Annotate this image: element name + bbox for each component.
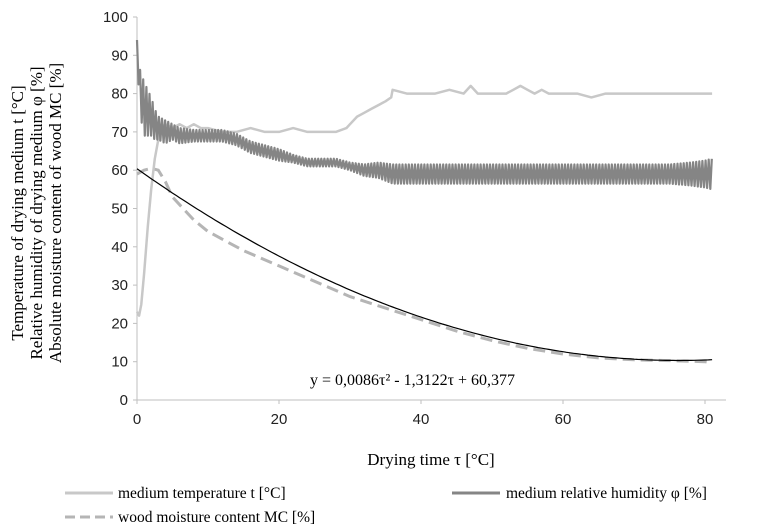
y-tick-label: 50 [111, 201, 128, 218]
legend-label-humidity: medium relative humidity φ [%] [506, 485, 707, 502]
y-tick-label: 70 [111, 124, 128, 141]
y-tick-label: 0 [120, 392, 128, 409]
x-tick-label: 80 [697, 411, 714, 428]
y-tick-label: 30 [111, 277, 128, 294]
series-line-temperature [135, 84, 713, 317]
y-tick-label: 100 [103, 9, 128, 26]
legend-label-temperature: medium temperature t [°C] [118, 485, 286, 502]
x-tick-label: 20 [271, 411, 288, 428]
y-axis-title: Temperature of drying medium t [°C] Rela… [8, 63, 65, 363]
x-tick-labels: 0 20 40 60 80 [133, 400, 714, 428]
y-tick-label: 40 [111, 239, 128, 256]
x-tick-label: 0 [133, 411, 141, 428]
x-tick-label: 40 [413, 411, 430, 428]
legend: medium temperature t [°C] medium relativ… [65, 485, 707, 526]
trendline [136, 168, 713, 362]
trendline-equation: y = 0,0086τ² - 1,3122τ + 60,377 [310, 372, 515, 389]
y-tick-label: 10 [111, 354, 128, 371]
x-axis-title: Drying time τ [°C] [367, 450, 494, 469]
y-axis-title-line-2: Relative humidity of drying medium φ [%] [27, 66, 46, 359]
y-tick-label: 20 [111, 315, 128, 332]
x-tick-label: 60 [555, 411, 572, 428]
series-line-moisture [136, 166, 713, 364]
series-line-humidity [135, 39, 713, 190]
series-layer [135, 39, 713, 364]
y-tick-label: 90 [111, 47, 128, 64]
y-axis-title-line-1: Temperature of drying medium t [°C] [8, 85, 27, 340]
y-tick-label: 60 [111, 162, 128, 179]
y-tick-labels: 0 10 20 30 40 50 60 70 80 90 100 [103, 9, 137, 409]
legend-label-moisture: wood moisture content MC [%] [118, 509, 315, 526]
y-axis-title-line-3: Absolute moisture content of wood MC [%] [46, 63, 65, 363]
y-tick-label: 80 [111, 86, 128, 103]
